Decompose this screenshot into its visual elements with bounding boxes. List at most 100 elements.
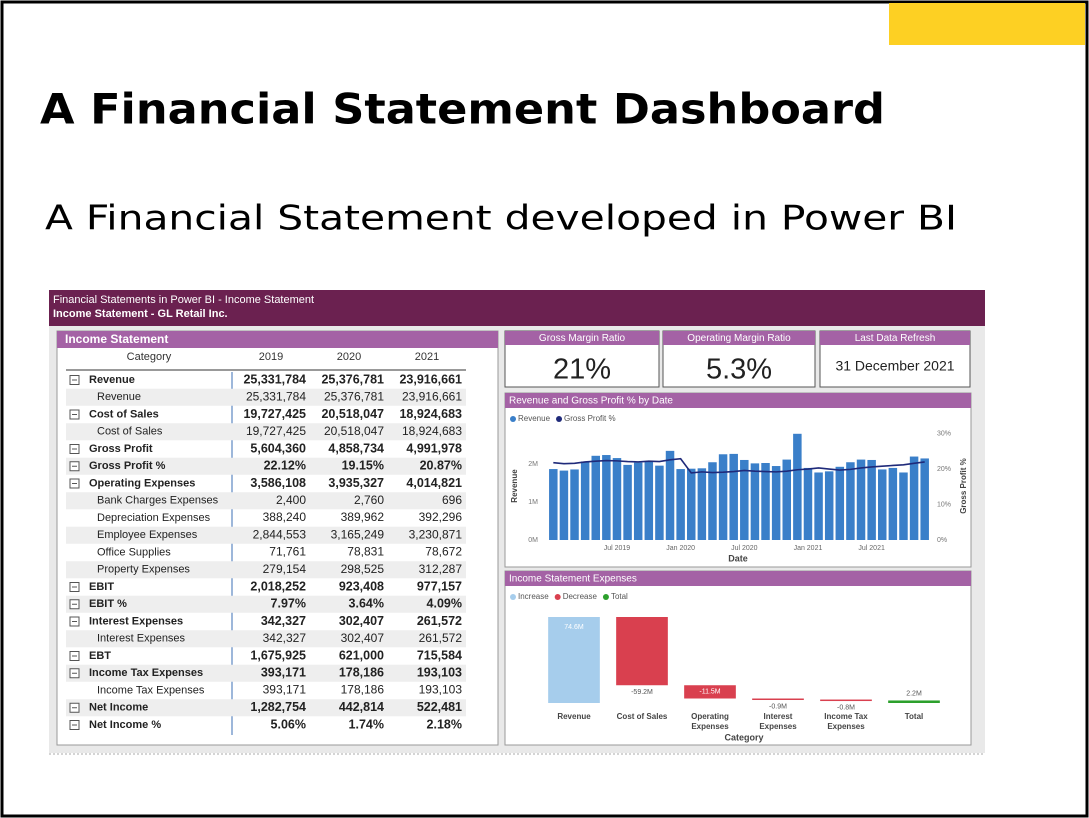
cell-value: 298,525 — [341, 562, 385, 576]
section-label: EBIT — [89, 581, 114, 593]
cell-value: 1,282,754 — [250, 700, 306, 714]
chart1-y2-title: Gross Profit % — [959, 458, 968, 514]
cell-value: 4,858,734 — [328, 441, 384, 455]
row-shade — [66, 561, 466, 579]
data-label: 2.2M — [906, 690, 922, 697]
legend-marker — [510, 594, 516, 600]
legend-label: Revenue — [518, 414, 551, 423]
x-tick-label: Jan 2021 — [794, 545, 823, 552]
row-shade — [66, 526, 466, 544]
cell-value: 923,408 — [339, 579, 384, 593]
bar — [623, 464, 632, 540]
cell-value: 193,103 — [419, 683, 463, 697]
kpi-title: Last Data Refresh — [855, 333, 936, 344]
bar — [793, 433, 802, 540]
data-label: -0.8M — [837, 704, 855, 711]
section-label: Net Income % — [89, 719, 161, 731]
x-tick-label: Jul 2021 — [858, 545, 885, 552]
cell-value: 2,844,553 — [253, 527, 307, 541]
legend-marker — [602, 594, 609, 600]
cell-value: 5,604,360 — [250, 441, 306, 455]
cell-value: 22.12% — [264, 459, 306, 473]
table-title: Income Statement — [65, 332, 168, 346]
section-label: Gross Profit % — [89, 460, 166, 472]
column-header: 2020 — [337, 351, 361, 363]
x-tick-label: Operating Expenses — [691, 712, 729, 731]
cell-value: 193,103 — [417, 666, 462, 680]
chart1-header — [505, 393, 971, 408]
row-shade — [66, 664, 466, 682]
legend-marker — [554, 594, 561, 600]
bar — [697, 468, 707, 540]
y2-tick-label: 0% — [937, 537, 947, 544]
bar — [559, 470, 569, 540]
cell-value: 23,916,661 — [399, 372, 462, 386]
chart2-title: Income Statement Expenses — [509, 574, 637, 585]
cell-value: 715,584 — [417, 648, 462, 662]
row-shade — [66, 388, 466, 406]
bar — [824, 471, 834, 540]
section-label: Interest Expenses — [89, 615, 183, 627]
slide-subtitle: A Financial Statement developed in Power… — [45, 199, 957, 239]
section-label: Revenue — [89, 374, 135, 386]
kpi-card-header — [820, 331, 970, 345]
cell-value: 25,376,781 — [321, 372, 384, 386]
slide-title: A Financial Statement Dashboard — [40, 85, 885, 134]
x-tick-label: Total — [904, 712, 924, 721]
bar — [729, 453, 738, 540]
section-label: Gross Profit — [89, 443, 153, 455]
cell-value: 261,572 — [419, 631, 463, 645]
chart1-x-title: Date — [728, 553, 748, 563]
cell-value: 393,171 — [261, 666, 306, 680]
cell-value: 4,991,978 — [406, 441, 462, 455]
bar — [549, 469, 558, 540]
legend-label: Gross Profit % — [564, 414, 616, 423]
cell-value: 3,230,871 — [409, 527, 463, 541]
column-header: 2019 — [259, 351, 283, 363]
cell-value: 1,675,925 — [250, 648, 306, 662]
y-tick-label: 0M — [528, 537, 538, 544]
cell-value: 3,586,108 — [250, 476, 306, 490]
legend-label: Increase — [518, 592, 549, 601]
cell-value: 261,572 — [417, 614, 462, 628]
bar — [878, 469, 887, 540]
cell-value: 312,287 — [419, 562, 463, 576]
kpi-title: Gross Margin Ratio — [539, 333, 626, 344]
bar — [761, 463, 770, 540]
cell-value: 3,165,249 — [331, 527, 385, 541]
cell-value: 78,672 — [425, 545, 462, 559]
waterfall-bar — [820, 699, 872, 702]
y-tick-label: 1M — [528, 499, 538, 506]
chart1-y-title: Revenue — [510, 469, 519, 503]
data-label: -59.2M — [631, 689, 653, 696]
bar — [633, 462, 643, 540]
kpi-card-header — [663, 331, 815, 345]
cell-value: 20,518,047 — [324, 424, 384, 438]
line-item-label: Income Tax Expenses — [97, 684, 205, 696]
cell-value: 19,727,425 — [246, 424, 306, 438]
bar — [782, 459, 791, 540]
cell-value: 302,407 — [339, 614, 384, 628]
cell-value: 178,186 — [341, 683, 385, 697]
cell-value: 4,014,821 — [406, 476, 462, 490]
section-label: Net Income — [89, 702, 148, 714]
bar — [867, 459, 876, 540]
line-item-label: Bank Charges Expenses — [97, 495, 219, 507]
cell-value: 2,400 — [276, 493, 306, 507]
dashboard-header-line1: Financial Statements in Power BI - Incom… — [53, 294, 314, 306]
cell-value: 2.18% — [427, 717, 462, 731]
cell-value: 78,831 — [347, 545, 384, 559]
section-label: Cost of Sales — [89, 408, 159, 420]
section-label: Income Tax Expenses — [89, 667, 203, 679]
column-header: 2021 — [415, 351, 439, 363]
bar — [835, 466, 845, 540]
bar — [750, 463, 760, 540]
table-header — [57, 331, 498, 348]
line-item-label: Property Expenses — [97, 564, 190, 576]
column-header: Category — [127, 351, 172, 363]
cell-value: 279,154 — [263, 562, 307, 576]
bar — [888, 467, 898, 540]
y2-tick-label: 30% — [937, 430, 951, 437]
cell-value: 389,962 — [341, 510, 385, 524]
